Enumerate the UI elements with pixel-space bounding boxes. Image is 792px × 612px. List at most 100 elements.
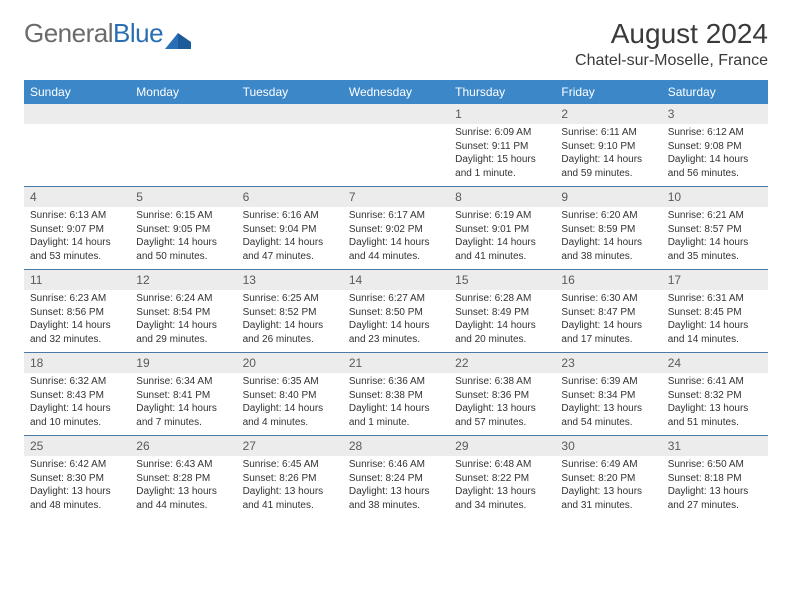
day-number: 8 — [449, 187, 555, 207]
day-details: Sunrise: 6:11 AMSunset: 9:10 PMDaylight:… — [555, 124, 661, 184]
week-row: 4Sunrise: 6:13 AMSunset: 9:07 PMDaylight… — [24, 186, 768, 269]
day-number: 31 — [662, 436, 768, 456]
day-cell: 27Sunrise: 6:45 AMSunset: 8:26 PMDayligh… — [237, 436, 343, 518]
day-details: Sunrise: 6:20 AMSunset: 8:59 PMDaylight:… — [555, 207, 661, 267]
day-cell-empty — [343, 104, 449, 186]
day-number: 29 — [449, 436, 555, 456]
day-number: 9 — [555, 187, 661, 207]
daylight-line: Daylight: 14 hours and 17 minutes. — [561, 319, 655, 346]
sunrise-line: Sunrise: 6:11 AM — [561, 126, 655, 140]
daylight-line: Daylight: 14 hours and 10 minutes. — [30, 402, 124, 429]
day-cell: 17Sunrise: 6:31 AMSunset: 8:45 PMDayligh… — [662, 270, 768, 352]
sunset-line: Sunset: 8:38 PM — [349, 389, 443, 403]
sunset-line: Sunset: 8:49 PM — [455, 306, 549, 320]
day-details: Sunrise: 6:49 AMSunset: 8:20 PMDaylight:… — [555, 456, 661, 516]
day-cell: 6Sunrise: 6:16 AMSunset: 9:04 PMDaylight… — [237, 187, 343, 269]
day-details: Sunrise: 6:15 AMSunset: 9:05 PMDaylight:… — [130, 207, 236, 267]
daylight-line: Daylight: 14 hours and 7 minutes. — [136, 402, 230, 429]
sunrise-line: Sunrise: 6:19 AM — [455, 209, 549, 223]
day-cell: 20Sunrise: 6:35 AMSunset: 8:40 PMDayligh… — [237, 353, 343, 435]
week-row: 1Sunrise: 6:09 AMSunset: 9:11 PMDaylight… — [24, 104, 768, 186]
day-details: Sunrise: 6:27 AMSunset: 8:50 PMDaylight:… — [343, 290, 449, 350]
sunset-line: Sunset: 8:24 PM — [349, 472, 443, 486]
daylight-line: Daylight: 13 hours and 38 minutes. — [349, 485, 443, 512]
daylight-line: Daylight: 14 hours and 38 minutes. — [561, 236, 655, 263]
sunset-line: Sunset: 9:01 PM — [455, 223, 549, 237]
sunset-line: Sunset: 8:54 PM — [136, 306, 230, 320]
sunrise-line: Sunrise: 6:35 AM — [243, 375, 337, 389]
day-details: Sunrise: 6:19 AMSunset: 9:01 PMDaylight:… — [449, 207, 555, 267]
day-details: Sunrise: 6:36 AMSunset: 8:38 PMDaylight:… — [343, 373, 449, 433]
sunset-line: Sunset: 9:10 PM — [561, 140, 655, 154]
day-number: 1 — [449, 104, 555, 124]
day-number: 13 — [237, 270, 343, 290]
day-details: Sunrise: 6:39 AMSunset: 8:34 PMDaylight:… — [555, 373, 661, 433]
day-details: Sunrise: 6:31 AMSunset: 8:45 PMDaylight:… — [662, 290, 768, 350]
daylight-line: Daylight: 14 hours and 41 minutes. — [455, 236, 549, 263]
sunrise-line: Sunrise: 6:34 AM — [136, 375, 230, 389]
day-number: 20 — [237, 353, 343, 373]
sunset-line: Sunset: 8:41 PM — [136, 389, 230, 403]
day-number: 14 — [343, 270, 449, 290]
daylight-line: Daylight: 13 hours and 51 minutes. — [668, 402, 762, 429]
day-details: Sunrise: 6:16 AMSunset: 9:04 PMDaylight:… — [237, 207, 343, 267]
sunset-line: Sunset: 8:18 PM — [668, 472, 762, 486]
day-details: Sunrise: 6:28 AMSunset: 8:49 PMDaylight:… — [449, 290, 555, 350]
day-cell: 25Sunrise: 6:42 AMSunset: 8:30 PMDayligh… — [24, 436, 130, 518]
day-number: 11 — [24, 270, 130, 290]
day-cell-empty — [237, 104, 343, 186]
day-of-week-header: SundayMondayTuesdayWednesdayThursdayFrid… — [24, 80, 768, 104]
sunset-line: Sunset: 9:07 PM — [30, 223, 124, 237]
day-number — [343, 104, 449, 124]
daylight-line: Daylight: 13 hours and 31 minutes. — [561, 485, 655, 512]
sunrise-line: Sunrise: 6:30 AM — [561, 292, 655, 306]
month-title: August 2024 — [575, 18, 768, 50]
sunset-line: Sunset: 8:32 PM — [668, 389, 762, 403]
sunrise-line: Sunrise: 6:50 AM — [668, 458, 762, 472]
sunset-line: Sunset: 8:30 PM — [30, 472, 124, 486]
daylight-line: Daylight: 13 hours and 41 minutes. — [243, 485, 337, 512]
day-cell: 18Sunrise: 6:32 AMSunset: 8:43 PMDayligh… — [24, 353, 130, 435]
day-cell: 28Sunrise: 6:46 AMSunset: 8:24 PMDayligh… — [343, 436, 449, 518]
day-cell: 3Sunrise: 6:12 AMSunset: 9:08 PMDaylight… — [662, 104, 768, 186]
day-number: 19 — [130, 353, 236, 373]
daylight-line: Daylight: 14 hours and 26 minutes. — [243, 319, 337, 346]
sunrise-line: Sunrise: 6:41 AM — [668, 375, 762, 389]
day-details: Sunrise: 6:48 AMSunset: 8:22 PMDaylight:… — [449, 456, 555, 516]
sunset-line: Sunset: 8:36 PM — [455, 389, 549, 403]
daylight-line: Daylight: 14 hours and 44 minutes. — [349, 236, 443, 263]
week-row: 18Sunrise: 6:32 AMSunset: 8:43 PMDayligh… — [24, 352, 768, 435]
daylight-line: Daylight: 14 hours and 4 minutes. — [243, 402, 337, 429]
dow-sunday: Sunday — [24, 80, 130, 104]
sunset-line: Sunset: 8:50 PM — [349, 306, 443, 320]
day-details: Sunrise: 6:13 AMSunset: 9:07 PMDaylight:… — [24, 207, 130, 267]
day-cell: 7Sunrise: 6:17 AMSunset: 9:02 PMDaylight… — [343, 187, 449, 269]
daylight-line: Daylight: 13 hours and 48 minutes. — [30, 485, 124, 512]
day-details: Sunrise: 6:35 AMSunset: 8:40 PMDaylight:… — [237, 373, 343, 433]
calendar-grid: SundayMondayTuesdayWednesdayThursdayFrid… — [24, 80, 768, 518]
daylight-line: Daylight: 14 hours and 20 minutes. — [455, 319, 549, 346]
day-cell: 5Sunrise: 6:15 AMSunset: 9:05 PMDaylight… — [130, 187, 236, 269]
day-cell: 31Sunrise: 6:50 AMSunset: 8:18 PMDayligh… — [662, 436, 768, 518]
day-details: Sunrise: 6:17 AMSunset: 9:02 PMDaylight:… — [343, 207, 449, 267]
sunset-line: Sunset: 8:43 PM — [30, 389, 124, 403]
sunrise-line: Sunrise: 6:42 AM — [30, 458, 124, 472]
sunrise-line: Sunrise: 6:25 AM — [243, 292, 337, 306]
day-cell: 14Sunrise: 6:27 AMSunset: 8:50 PMDayligh… — [343, 270, 449, 352]
day-cell: 16Sunrise: 6:30 AMSunset: 8:47 PMDayligh… — [555, 270, 661, 352]
sunrise-line: Sunrise: 6:21 AM — [668, 209, 762, 223]
day-cell: 29Sunrise: 6:48 AMSunset: 8:22 PMDayligh… — [449, 436, 555, 518]
daylight-line: Daylight: 14 hours and 56 minutes. — [668, 153, 762, 180]
day-cell: 24Sunrise: 6:41 AMSunset: 8:32 PMDayligh… — [662, 353, 768, 435]
day-details: Sunrise: 6:46 AMSunset: 8:24 PMDaylight:… — [343, 456, 449, 516]
sunset-line: Sunset: 8:57 PM — [668, 223, 762, 237]
day-details: Sunrise: 6:45 AMSunset: 8:26 PMDaylight:… — [237, 456, 343, 516]
sunrise-line: Sunrise: 6:28 AM — [455, 292, 549, 306]
daylight-line: Daylight: 14 hours and 1 minute. — [349, 402, 443, 429]
dow-thursday: Thursday — [449, 80, 555, 104]
sunrise-line: Sunrise: 6:39 AM — [561, 375, 655, 389]
day-cell: 13Sunrise: 6:25 AMSunset: 8:52 PMDayligh… — [237, 270, 343, 352]
daylight-line: Daylight: 14 hours and 59 minutes. — [561, 153, 655, 180]
sunrise-line: Sunrise: 6:43 AM — [136, 458, 230, 472]
day-details: Sunrise: 6:23 AMSunset: 8:56 PMDaylight:… — [24, 290, 130, 350]
